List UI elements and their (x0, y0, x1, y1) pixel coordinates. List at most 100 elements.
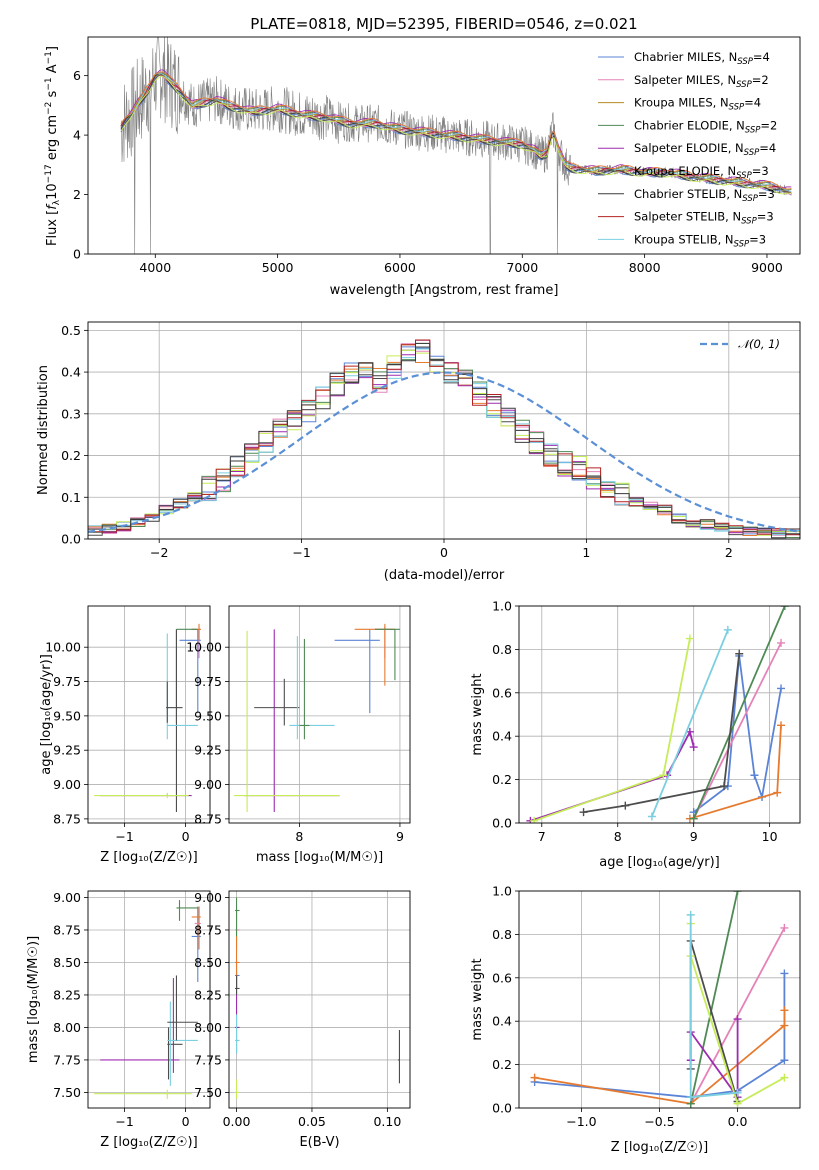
point-marker (777, 638, 786, 647)
y-tick-label: 6 (73, 68, 81, 83)
y-tick-label: 0.0 (492, 1101, 512, 1116)
axes-frame (87, 890, 211, 1109)
y-axis-label-part: f (45, 203, 60, 210)
point-marker (780, 1006, 789, 1015)
series-line (689, 891, 739, 1104)
weight-vs-metallicity-panel: −1.0 −0.5 0.0 0.0 0.2 0.4 0.6 0.8 1.0 Z [log₁₀(Z/… (470, 884, 801, 1155)
x-tick-label: 0.10 (373, 1114, 401, 1129)
point-marker (780, 1073, 789, 1082)
legend-label-tail: =2 (760, 118, 777, 132)
model-spectrum-line (120, 71, 792, 190)
legend-label-sub: SSP (737, 57, 753, 67)
plot-area (120, 37, 792, 254)
point-marker (733, 1088, 742, 1097)
point-marker (686, 1093, 695, 1102)
y-tick-label: 7.75 (194, 1052, 222, 1067)
x-axis-label: wavelength [Angstrom, rest frame] (330, 283, 559, 298)
legend-label-main: Salpeter ELODIE, N (634, 141, 744, 155)
x-tick-label: 9 (396, 829, 404, 844)
x-tick-label: 0.0 (728, 1114, 748, 1129)
x-axis-label: mass [log₁₀(M/M☉)] (256, 850, 383, 865)
axes-frame (87, 321, 801, 540)
y-tick-label: 0.2 (492, 1057, 512, 1072)
y-tick-label: 8.75 (53, 811, 81, 826)
legend-label-sub: SSP (736, 80, 752, 90)
x-tick-label: 7000 (506, 260, 538, 275)
legend-label-tail: =3 (752, 164, 769, 178)
model-spectrum-line (120, 69, 792, 189)
series-line (533, 638, 691, 822)
point-marker (750, 771, 759, 780)
y-tick-label: 9.75 (194, 674, 222, 689)
y-tick-label: 0.5 (61, 323, 81, 338)
y-axis-label: age [log₁₀(age/yr)] (39, 654, 54, 775)
plot-area (88, 339, 800, 539)
point-marker (773, 788, 782, 797)
point-marker (621, 801, 630, 810)
legend-label-sub: SSP (741, 217, 757, 227)
legend-label-tail: =4 (759, 141, 776, 155)
x-axis-label: Z [log₁₀(Z/Z☉)] (100, 1135, 197, 1150)
point-marker (780, 969, 789, 978)
y-tick-label: 8.75 (194, 922, 222, 937)
legend-label: 𝒩(0, 1) (738, 337, 780, 351)
y-tick-label: 10.00 (186, 640, 222, 655)
plot-area (94, 623, 201, 813)
y-axis-label: Flux [fλ10−17 erg cm−2 s−1 A−1] (44, 46, 62, 246)
y-axis-label-part: s (45, 90, 60, 101)
y-tick-label: 8.25 (194, 987, 222, 1002)
axes-frame (228, 605, 411, 824)
legend-label-sub: SSP (742, 194, 758, 204)
x-tick-label: 9 (690, 829, 698, 844)
y-tick-label: 0.8 (492, 927, 512, 942)
point-marker (735, 649, 744, 658)
legend-label-sub: SSP (734, 239, 750, 249)
x-tick-label: −1 (292, 545, 310, 560)
age-vs-metallicity-panel: −1 0 8.75 9.00 9.25 9.50 9.75 10.00 Z [log₁₀(Z/Z… (39, 605, 211, 865)
y-tick-label: 0.6 (492, 970, 512, 985)
legend-label-tail: =4 (744, 96, 761, 110)
legend-label-main: Salpeter MILES, N (634, 73, 736, 87)
x-tick-label: −1 (115, 829, 133, 844)
x-tick-label: 8000 (629, 260, 661, 275)
y-tick-label: 0.1 (61, 490, 81, 505)
mass-vs-ebv-panel: 0.00 0.05 0.10 7.50 7.75 8.00 8.25 8.50 8.75 9.00… (194, 890, 411, 1150)
x-tick-label: 5000 (262, 260, 294, 275)
y-axis-label-part: A (45, 64, 60, 77)
point-marker (685, 634, 694, 643)
weight-vs-age-panel: 7 8 9 10 0.0 0.2 0.4 0.6 0.8 1.0 age [log₁₀(age/yr… (470, 599, 801, 870)
plot-area (234, 623, 400, 813)
figure-title: PLATE=0818, MJD=52395, FIBERID=0546, z=0… (250, 15, 637, 33)
series-line (693, 655, 782, 813)
legend-label-sub: SSP (729, 103, 745, 113)
point-marker (720, 782, 729, 791)
x-tick-label: 2 (725, 545, 733, 560)
point-marker (780, 1056, 789, 1065)
axes-frame (518, 605, 801, 824)
plot-area (235, 897, 400, 1099)
y-tick-label: 0.2 (61, 448, 81, 463)
legend-label: Chabrier ELODIE, NSSP=2 (634, 118, 777, 135)
x-tick-label: 0 (182, 1114, 190, 1129)
y-tick-label: 1.0 (492, 884, 512, 899)
legend-label-main: Chabrier STELIB, N (634, 187, 742, 201)
x-tick-label: 1 (582, 545, 590, 560)
y-axis-label-part: Flux [ (45, 210, 60, 246)
y-axis-label: mass weight (470, 958, 485, 1040)
y-tick-label: 2 (73, 187, 81, 202)
y-axis-label-part: −2 (44, 102, 54, 115)
legend-label: Salpeter ELODIE, NSSP=4 (634, 141, 776, 158)
y-tick-label: 0.6 (492, 685, 512, 700)
y-axis-label: Normed distribution (36, 365, 51, 495)
y-tick-label: 1.0 (492, 599, 512, 614)
legend-label: Salpeter STELIB, NSSP=3 (634, 210, 774, 227)
y-tick-label: 8.75 (194, 811, 222, 826)
model-spectrum-line (120, 74, 792, 194)
x-tick-label: 7 (538, 829, 546, 844)
y-tick-label: 0.0 (492, 816, 512, 831)
y-tick-label: 9.25 (194, 743, 222, 758)
y-tick-label: 8.00 (53, 1020, 81, 1035)
y-tick-label: 9.00 (53, 777, 81, 792)
point-marker (689, 814, 698, 823)
